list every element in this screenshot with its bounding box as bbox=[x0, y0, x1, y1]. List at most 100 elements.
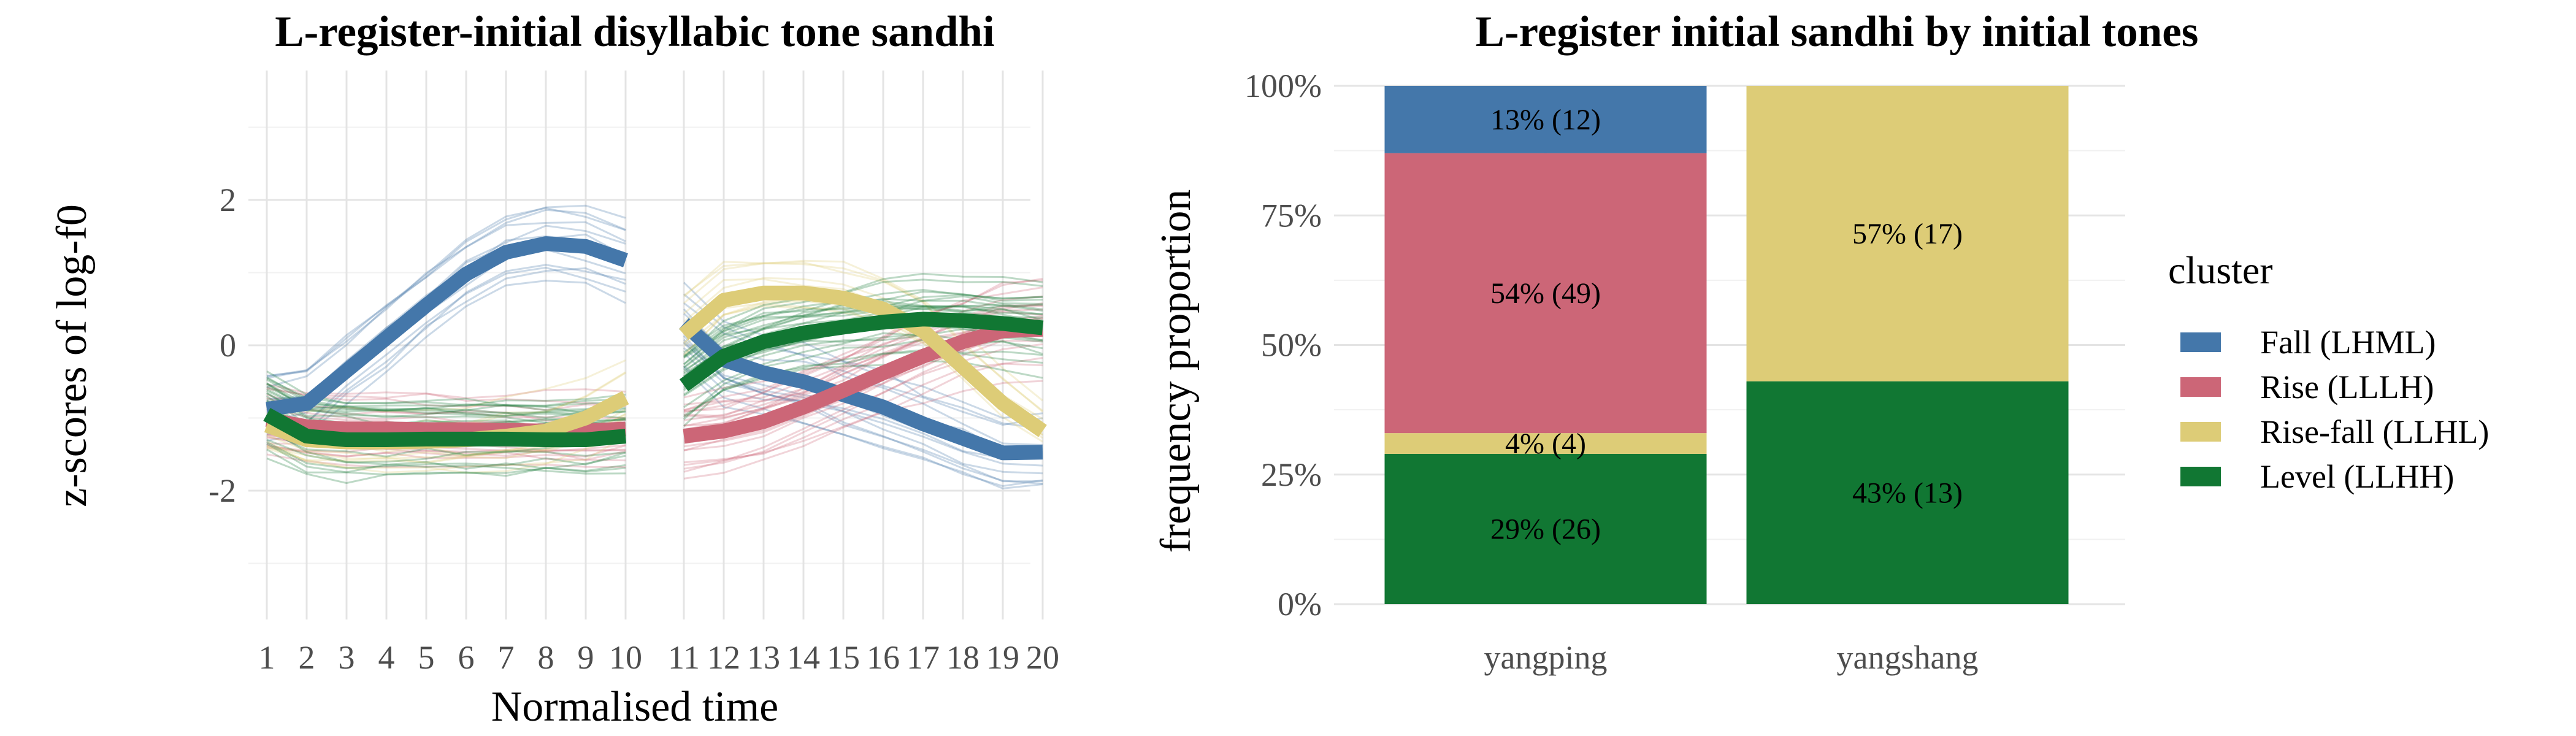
x-tick-label: 2 bbox=[299, 639, 315, 676]
bar-data-label: 13% (12) bbox=[1490, 104, 1601, 136]
token-contour bbox=[683, 262, 1043, 413]
bar-chart-bars: 29% (26)4% (4)54% (49)13% (12)43% (13)57… bbox=[1384, 86, 2069, 604]
token-contour bbox=[266, 448, 626, 476]
bar-chart-tick-labels: yangping yangshang 100% 75% 50% 25% 0% bbox=[1244, 67, 1978, 676]
token-contour bbox=[683, 350, 1043, 417]
bar-data-label: 54% (49) bbox=[1490, 277, 1601, 310]
x-tick-label: 7 bbox=[498, 639, 515, 676]
y-tick-label: -2 bbox=[209, 472, 236, 509]
token-contour bbox=[266, 370, 626, 407]
bar-data-label: 29% (26) bbox=[1490, 513, 1601, 545]
token-contour bbox=[266, 443, 626, 473]
token-contour bbox=[683, 342, 1043, 485]
mean-contour-syllable-1 bbox=[263, 408, 627, 447]
x-tick-label: yangping bbox=[1484, 639, 1608, 676]
mean-contour-syllable-2 bbox=[679, 312, 1044, 391]
token-contour bbox=[266, 204, 626, 388]
mean-contour-syllable-1 bbox=[266, 236, 628, 417]
token-contour bbox=[683, 352, 1043, 459]
token-contour bbox=[683, 272, 1043, 358]
bar-segment bbox=[1384, 86, 1707, 153]
x-tick-label: 16 bbox=[867, 639, 900, 676]
token-contour bbox=[266, 441, 626, 469]
token-contour bbox=[683, 335, 1043, 467]
token-contour bbox=[266, 426, 626, 475]
token-contour bbox=[683, 365, 1043, 488]
x-tick-label: 13 bbox=[747, 639, 780, 676]
x-tick-label: 18 bbox=[946, 639, 979, 676]
x-tick-label: 6 bbox=[458, 639, 475, 676]
token-contour bbox=[266, 378, 626, 420]
x-tick-label: 19 bbox=[986, 639, 1019, 676]
legend-label: Level (LLHH) bbox=[2260, 458, 2454, 495]
token-contour bbox=[266, 453, 626, 468]
token-contour bbox=[266, 280, 626, 442]
token-contour bbox=[683, 304, 1043, 431]
token-contour bbox=[683, 302, 1043, 399]
token-contour bbox=[266, 267, 626, 435]
y-tick-label: 75% bbox=[1261, 197, 1322, 234]
legend-label: Rise (LLLH) bbox=[2260, 369, 2434, 405]
token-contour bbox=[683, 347, 1043, 483]
token-contour bbox=[266, 389, 626, 418]
x-tick-label: 4 bbox=[378, 639, 395, 676]
line-chart-panel: L-register-initial disyllabic tone sandh… bbox=[48, 8, 1059, 730]
y-tick-label: 2 bbox=[220, 182, 236, 218]
line-chart-y-axis-title: z-scores of log-f0 bbox=[48, 204, 96, 507]
mean-contour-syllable-2 bbox=[678, 318, 1043, 461]
legend-swatch bbox=[2180, 332, 2221, 352]
line-chart-title: L-register-initial disyllabic tone sandh… bbox=[275, 8, 995, 56]
legend-swatch bbox=[2180, 467, 2221, 486]
token-contour bbox=[266, 382, 626, 412]
legend-swatch bbox=[2180, 377, 2221, 397]
token-contour bbox=[266, 359, 626, 413]
x-tick-label: 1 bbox=[259, 639, 275, 676]
x-tick-label: 17 bbox=[907, 639, 940, 676]
bar-segment bbox=[1746, 381, 2069, 604]
legend-label: Rise-fall (LLHL) bbox=[2260, 413, 2489, 450]
token-contour bbox=[266, 386, 626, 419]
bar-segment bbox=[1384, 433, 1707, 454]
token-contour bbox=[266, 209, 626, 378]
bar-chart-panel: L-register initial sandhi by initial ton… bbox=[1152, 8, 2198, 676]
token-contour bbox=[266, 458, 626, 485]
bar-chart-y-axis-title: frequency proportion bbox=[1152, 190, 1200, 553]
token-contour bbox=[683, 259, 1043, 402]
token-contour bbox=[683, 261, 1043, 412]
y-tick-label: 25% bbox=[1261, 456, 1322, 493]
token-contour bbox=[266, 382, 626, 417]
token-contour bbox=[683, 357, 1043, 480]
token-contour bbox=[683, 362, 1043, 464]
token-contour bbox=[683, 282, 1043, 429]
x-tick-label: 8 bbox=[538, 639, 554, 676]
token-contour bbox=[683, 278, 1043, 412]
token-contour bbox=[266, 435, 626, 473]
bar-segment bbox=[1746, 86, 2069, 381]
token-contour bbox=[683, 279, 1043, 413]
bar-segment bbox=[1384, 453, 1707, 604]
token-contour bbox=[683, 295, 1043, 427]
bar-segment bbox=[1384, 153, 1707, 434]
token-contour bbox=[683, 303, 1043, 377]
x-tick-label: 11 bbox=[668, 639, 700, 676]
mean-contour-syllable-2 bbox=[679, 285, 1047, 437]
legend-label: Fall (LHML) bbox=[2260, 324, 2436, 361]
x-tick-label: 12 bbox=[707, 639, 740, 676]
y-tick-label: 0% bbox=[1278, 586, 1322, 623]
token-contour bbox=[683, 302, 1043, 420]
token-contour bbox=[683, 286, 1043, 412]
token-contour bbox=[266, 264, 626, 426]
token-contour bbox=[683, 305, 1043, 443]
x-tick-label: 9 bbox=[578, 639, 594, 676]
token-contour bbox=[683, 349, 1043, 427]
bar-chart-title: L-register initial sandhi by initial ton… bbox=[1476, 8, 2199, 56]
token-contour bbox=[266, 444, 626, 459]
token-contour bbox=[266, 435, 626, 474]
x-tick-label: 14 bbox=[787, 639, 820, 676]
x-tick-label: 5 bbox=[418, 639, 435, 676]
bar-data-label: 57% (17) bbox=[1852, 218, 1963, 250]
x-tick-label: yangshang bbox=[1837, 639, 1979, 676]
legend-swatch bbox=[2180, 422, 2221, 442]
x-tick-label: 15 bbox=[827, 639, 860, 676]
